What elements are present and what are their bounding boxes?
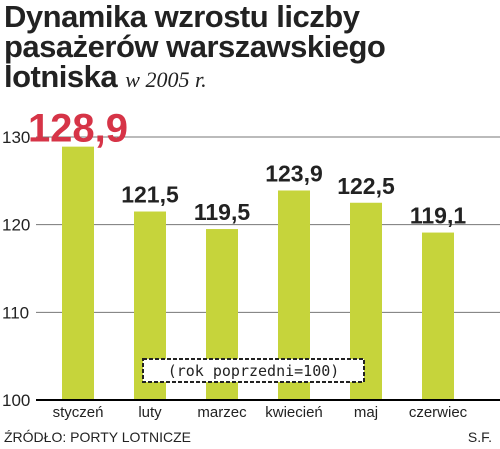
y-tick-label: 130 <box>2 128 30 147</box>
note-text: (rok poprzedni=100) <box>168 362 340 380</box>
data-label: 128,9 <box>28 107 128 151</box>
data-label: 123,9 <box>265 160 323 186</box>
bar <box>62 146 94 400</box>
y-tick-label: 120 <box>2 216 30 235</box>
chart-title-main: Dynamika wzrostu liczby pasażerów warsza… <box>4 0 386 94</box>
source-note: ŹRÓDŁO: PORTY LOTNICZE <box>4 429 191 445</box>
y-tick-label: 100 <box>2 391 30 410</box>
y-tick-label: 110 <box>2 303 29 322</box>
data-label: 119,1 <box>410 203 466 229</box>
data-label: 122,5 <box>337 173 395 199</box>
author-initials: S.F. <box>467 429 492 445</box>
bar <box>422 232 454 400</box>
data-label: 119,5 <box>194 199 250 225</box>
chart-title-sub: w 2005 r. <box>125 67 207 92</box>
x-tick-label: luty <box>138 404 162 421</box>
x-tick-label: marzec <box>197 404 247 421</box>
x-tick-label: czerwiec <box>409 404 468 421</box>
x-tick-label: styczeń <box>53 404 104 421</box>
note-box <box>142 358 365 383</box>
x-tick-label: maj <box>354 404 378 421</box>
data-label: 121,5 <box>121 182 179 208</box>
chart-title: Dynamika wzrostu liczby pasażerów warsza… <box>4 0 496 95</box>
x-tick-label: kwiecień <box>265 404 323 421</box>
